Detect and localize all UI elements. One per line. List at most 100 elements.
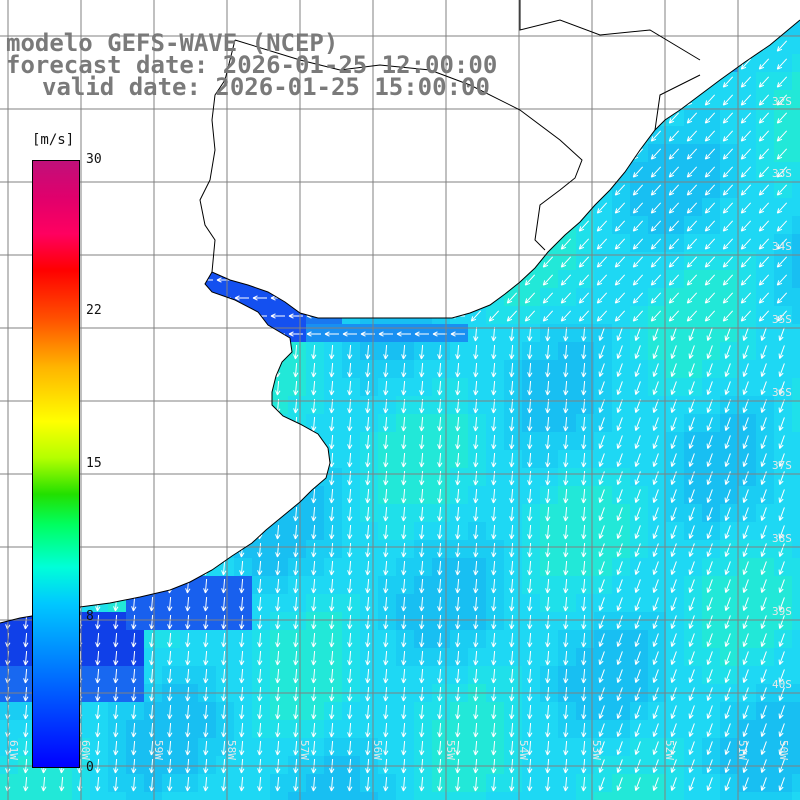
wind-arrow [167,740,173,756]
wind-arrow [455,704,461,720]
wind-arrow [688,651,695,665]
field-cell [630,774,649,793]
wind-arrow [221,596,227,612]
wind-arrow [742,489,749,503]
wind-arrow [758,94,770,106]
wind-arrow [275,578,281,594]
field-cell [108,720,127,739]
wind-arrow [509,650,515,666]
wind-arrow [509,524,515,540]
field-cell [324,324,343,343]
wind-arrow [724,633,731,647]
wind-arrow [706,435,713,449]
wind-arrow [724,579,731,593]
field-cell [684,558,703,577]
wind-arrow [652,687,659,701]
wind-arrow [167,704,173,720]
field-cell [306,630,325,649]
wind-arrow [634,399,641,413]
wind-arrow [473,686,479,702]
field-cell [612,360,631,379]
wind-arrow [632,274,644,286]
wind-arrow [704,202,716,214]
wind-arrow [365,488,371,504]
wind-arrow [203,722,209,738]
wind-arrow [455,578,461,594]
wind-arrow [722,238,734,250]
field-cell [144,756,163,775]
field-cell [396,756,415,775]
field-cell [576,468,595,487]
wind-arrow [722,76,734,88]
wind-arrow [686,202,698,214]
field-cell [612,720,631,739]
field-cell [756,522,775,541]
wind-arrow [509,452,515,468]
wind-arrow [688,525,695,539]
wind-arrow [437,632,443,648]
wind-arrow [383,542,389,558]
wind-arrow [652,561,659,575]
field-cell [288,702,307,721]
wind-arrow [688,615,695,629]
wind-arrow [634,453,641,467]
field-cell [774,594,793,613]
wind-arrow [347,344,353,360]
field-cell [522,504,541,523]
field-cell [18,774,37,793]
field-cell [648,468,667,487]
wind-arrow [632,202,644,214]
wind-arrow [563,596,569,612]
field-cell [576,378,595,397]
wind-arrow [563,560,569,576]
wind-arrow [473,416,479,432]
wind-arrow [724,507,731,521]
wind-arrow [598,741,605,755]
wind-arrow [740,292,752,304]
field-cell [558,792,577,800]
wind-arrow [473,632,479,648]
wind-arrow [724,435,731,449]
wind-arrow [41,776,47,792]
wind-arrow [686,310,698,322]
wind-arrow [598,705,605,719]
wind-arrow [742,453,749,467]
field-cell [630,792,649,800]
wind-arrow [598,345,605,359]
wind-arrow [652,507,659,521]
field-cell [522,666,541,685]
field-cell [648,576,667,595]
field-cell [486,540,505,559]
field-cell [756,504,775,523]
wind-arrow [401,344,407,360]
field-cell [342,576,361,595]
lat-label: 40S [772,678,792,691]
wind-arrow [596,274,608,286]
wind-arrow [491,470,497,486]
field-cell [432,396,451,415]
wind-arrow [491,632,497,648]
wind-arrow [419,650,425,666]
field-cell [414,396,433,415]
field-cell [396,324,415,343]
field-cell [612,468,631,487]
field-cell [612,486,631,505]
field-cell [630,720,649,739]
field-cell [378,576,397,595]
wind-arrow [706,381,713,395]
field-cell [360,756,379,775]
wind-arrow [563,776,569,792]
field-cell [378,414,397,433]
field-cell [702,324,721,343]
field-cell [126,738,145,757]
field-cell [504,558,523,577]
wind-arrow [545,632,551,648]
wind-arrow [506,292,518,304]
field-cell [720,486,739,505]
wind-arrow [776,58,788,70]
wind-arrow [419,578,425,594]
wind-arrow [311,344,317,360]
field-cell [288,522,307,541]
wind-arrow [704,130,716,142]
field-cell [558,774,577,793]
